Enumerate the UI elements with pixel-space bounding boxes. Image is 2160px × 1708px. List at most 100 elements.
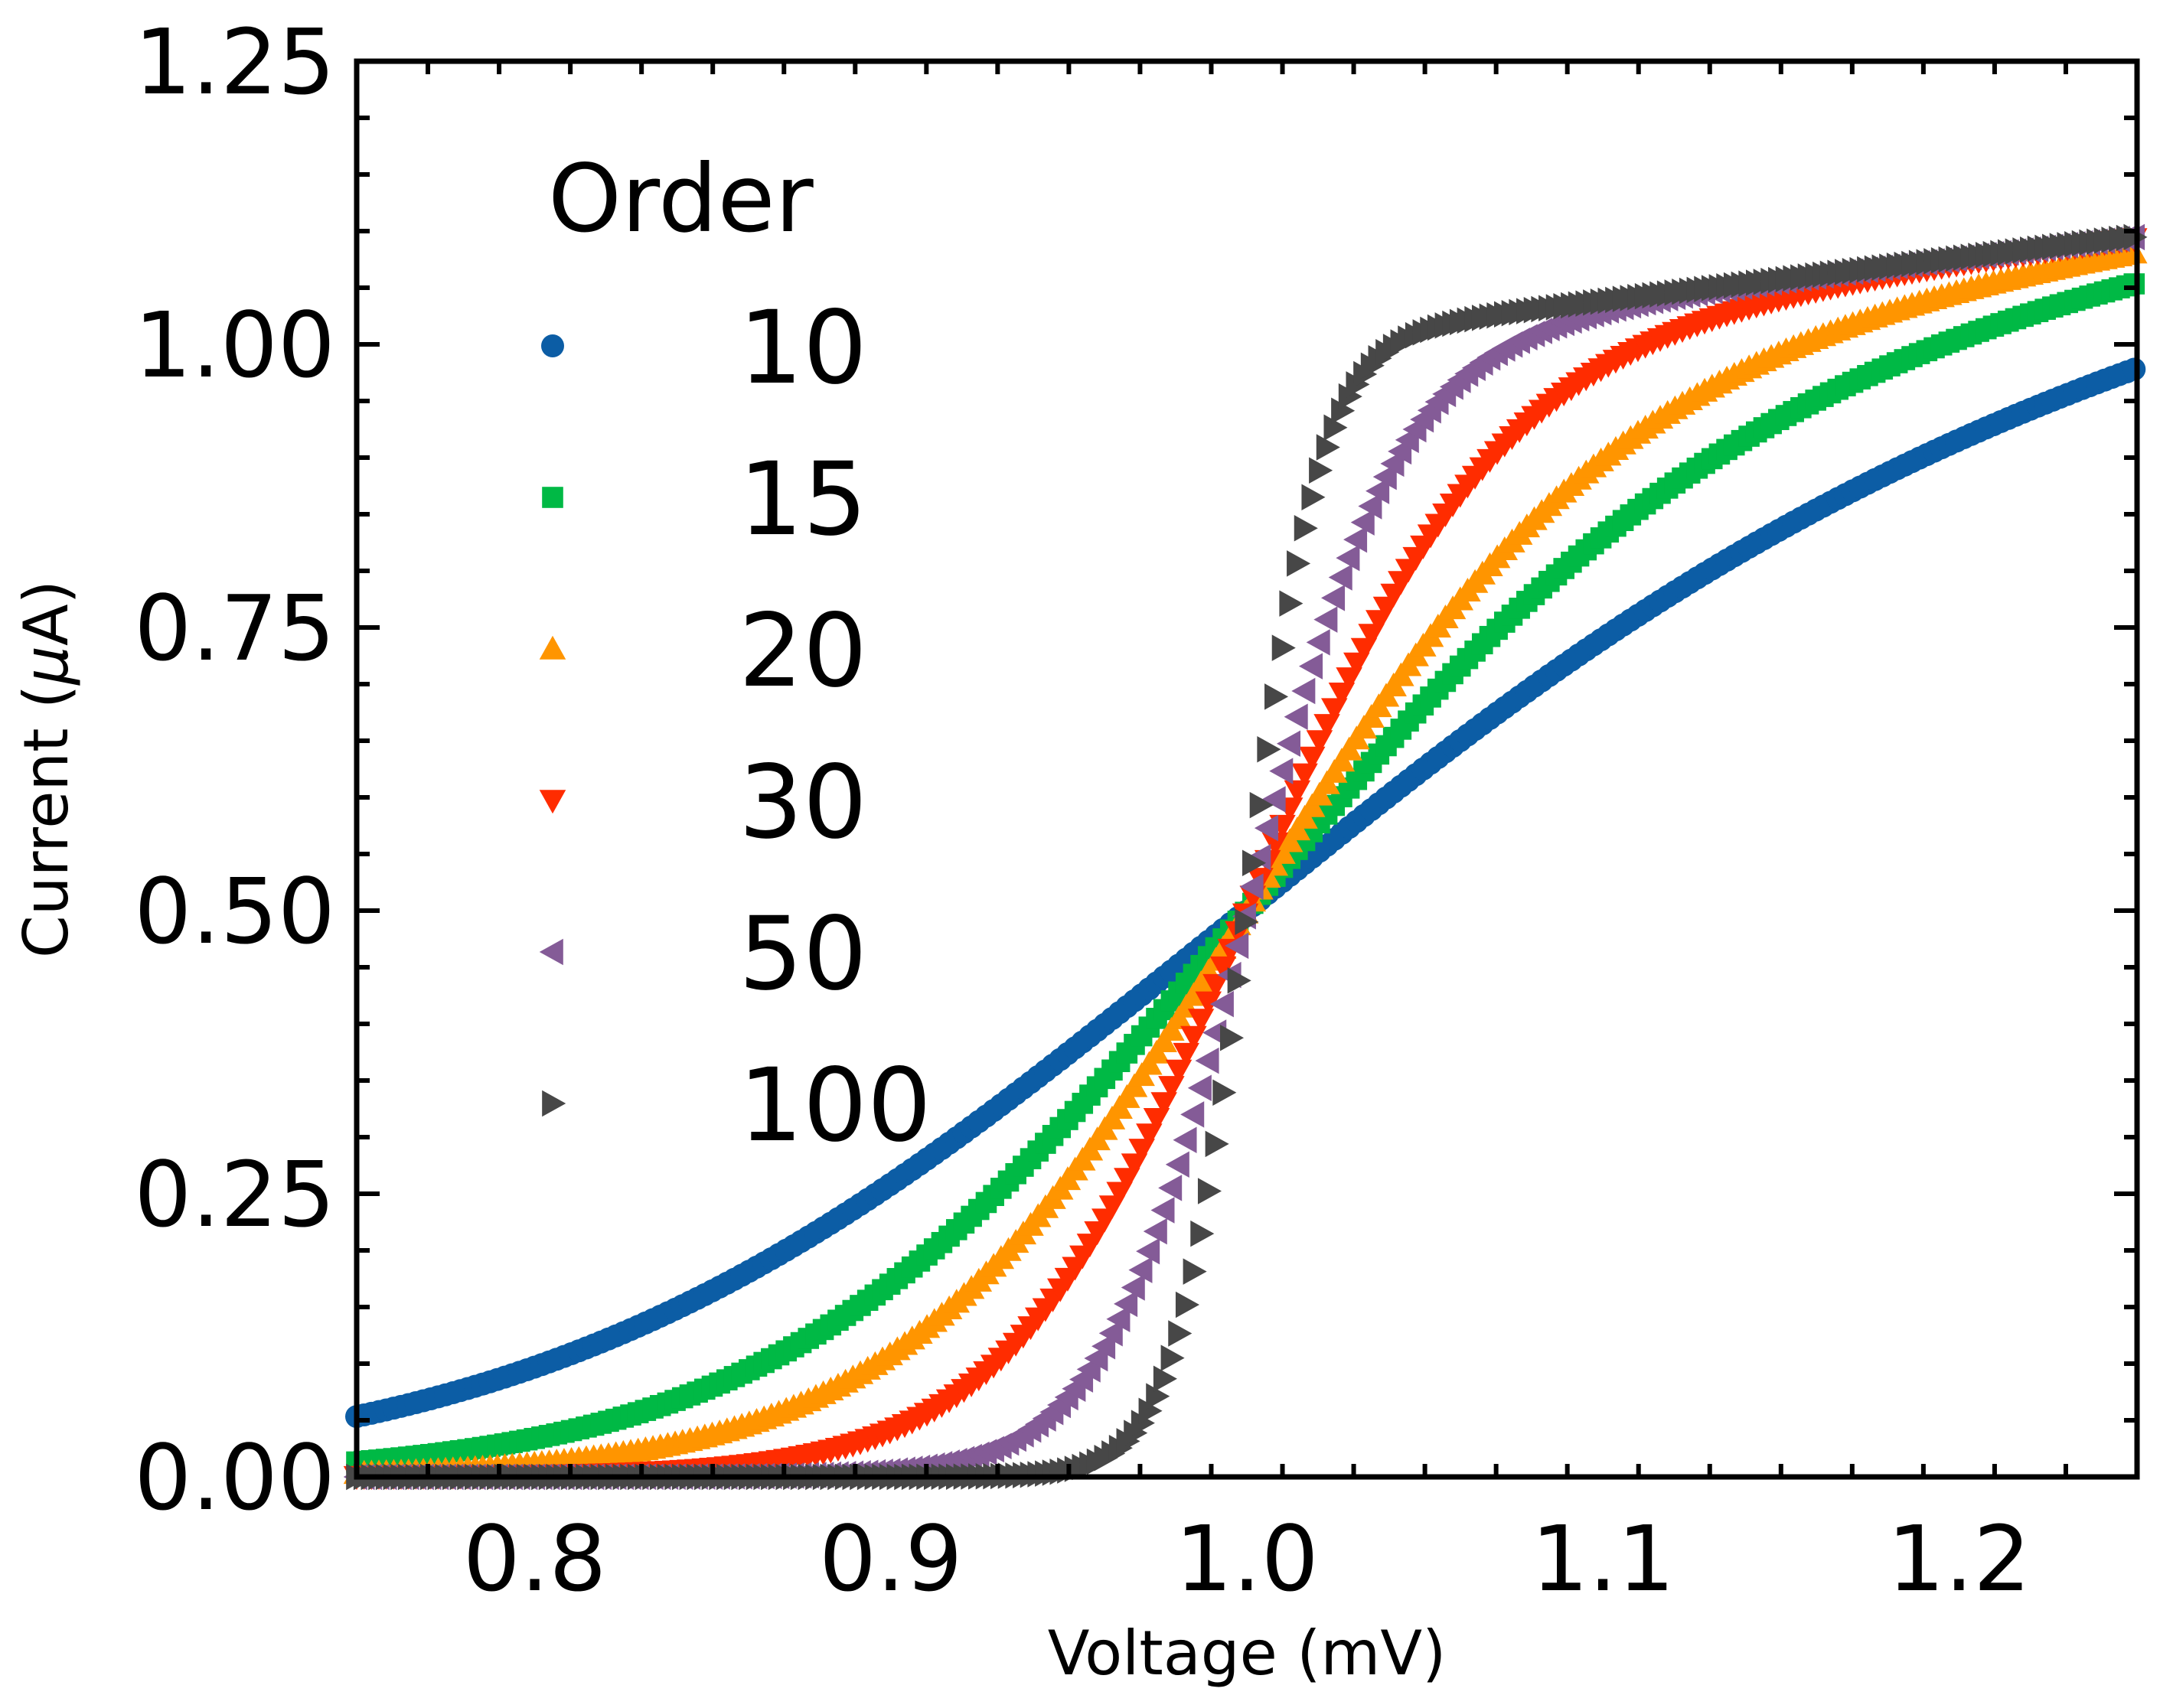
data-point bbox=[1249, 791, 1274, 819]
legend-marker-20 bbox=[539, 635, 566, 660]
data-point bbox=[1331, 397, 1356, 424]
data-point bbox=[1306, 629, 1330, 656]
axis-ticks bbox=[357, 61, 2137, 1477]
data-point bbox=[1197, 1178, 1222, 1204]
data-point bbox=[1209, 956, 1237, 980]
data-point bbox=[1301, 484, 1326, 511]
legend-label-20: 20 bbox=[739, 592, 867, 710]
y-axis-label: Current (μA) bbox=[11, 580, 82, 958]
data-point bbox=[1261, 786, 1286, 813]
data-point bbox=[1284, 780, 1311, 804]
data-point bbox=[1136, 1237, 1160, 1265]
data-point bbox=[1146, 1383, 1170, 1410]
data-point bbox=[1131, 1410, 1155, 1436]
y-tick-label: 0.00 bbox=[134, 1425, 335, 1530]
data-point bbox=[1242, 849, 1267, 877]
legend-marker-15 bbox=[542, 487, 563, 508]
data-point bbox=[1187, 1074, 1212, 1102]
data-point bbox=[1257, 735, 1281, 763]
data-point bbox=[1219, 1024, 1245, 1051]
data-point bbox=[1202, 973, 1229, 998]
data-point bbox=[1284, 703, 1308, 731]
data-point bbox=[1269, 758, 1294, 784]
data-point bbox=[1173, 1042, 1199, 1067]
data-point bbox=[1323, 414, 1348, 441]
legend-marker-30 bbox=[539, 790, 566, 814]
y-tick-label: 0.25 bbox=[134, 1142, 335, 1247]
legend-label-15: 15 bbox=[739, 441, 867, 559]
data-point bbox=[1276, 730, 1300, 757]
data-point bbox=[1287, 550, 1311, 577]
data-point bbox=[1225, 932, 1249, 960]
data-point bbox=[1350, 509, 1375, 536]
data-point bbox=[1168, 1320, 1193, 1347]
legend-label-30: 30 bbox=[739, 744, 867, 862]
y-axis-label-tail: A) bbox=[11, 580, 82, 646]
data-point bbox=[1183, 1258, 1207, 1285]
data-point bbox=[1150, 1197, 1175, 1224]
series-100 bbox=[346, 223, 2148, 1491]
data-point bbox=[1298, 746, 1326, 771]
y-axis-label-mu: μ bbox=[11, 646, 82, 686]
data-point bbox=[1114, 1290, 1138, 1318]
x-tick-label: 1.1 bbox=[1531, 1506, 1675, 1612]
data-point bbox=[1235, 908, 1259, 936]
series-15 bbox=[346, 273, 2145, 1473]
data-point bbox=[1336, 544, 1360, 572]
data-point bbox=[1209, 990, 1234, 1018]
legend: Order 10 15 20 30 50 100 bbox=[539, 145, 932, 1165]
x-axis-label: Voltage (mV) bbox=[1048, 1618, 1447, 1689]
data-point bbox=[1187, 1009, 1215, 1033]
data-point bbox=[1165, 1151, 1189, 1178]
data-point bbox=[1291, 677, 1316, 705]
data-point bbox=[1239, 873, 1264, 900]
data-point bbox=[1165, 1059, 1193, 1084]
y-tick-labels: 0.00 0.25 0.50 0.75 1.00 1.25 bbox=[134, 9, 335, 1530]
data-point bbox=[1173, 1126, 1197, 1153]
data-point bbox=[1328, 564, 1352, 591]
legend-marker-10 bbox=[541, 334, 564, 357]
data-point bbox=[1212, 1079, 1237, 1107]
data-point bbox=[1291, 763, 1318, 787]
data-point bbox=[1158, 1175, 1183, 1201]
data-point bbox=[1195, 1047, 1219, 1074]
data-point bbox=[1254, 814, 1278, 842]
data-point bbox=[1153, 1365, 1177, 1393]
data-point bbox=[1343, 526, 1368, 553]
x-tick-label: 1.0 bbox=[1175, 1506, 1319, 1612]
y-tick-label: 1.25 bbox=[134, 9, 335, 115]
data-point bbox=[1264, 683, 1289, 710]
x-tick-labels: 0.8 0.9 1.0 1.1 1.2 bbox=[463, 1506, 2031, 1612]
legend-marker-50 bbox=[539, 938, 563, 966]
data-point bbox=[1313, 606, 1338, 633]
data-point bbox=[1098, 1319, 1123, 1347]
y-tick-label: 1.00 bbox=[134, 292, 335, 398]
data-point bbox=[1358, 493, 1382, 520]
data-point bbox=[1106, 1305, 1131, 1333]
data-point bbox=[1175, 1291, 1199, 1318]
data-point bbox=[1143, 1217, 1167, 1245]
legend-label-10: 10 bbox=[739, 289, 867, 407]
data-point bbox=[1180, 1025, 1207, 1050]
data-marks bbox=[343, 223, 2148, 1491]
data-point bbox=[1298, 653, 1323, 680]
data-point bbox=[1205, 1130, 1229, 1158]
data-point bbox=[1271, 634, 1296, 661]
data-point bbox=[1227, 967, 1251, 994]
data-point bbox=[1279, 590, 1304, 617]
data-point bbox=[2123, 273, 2145, 295]
data-point bbox=[1138, 1397, 1163, 1424]
legend-marker-100 bbox=[542, 1090, 566, 1117]
data-point bbox=[1309, 457, 1333, 484]
data-point bbox=[1180, 1101, 1205, 1128]
data-point bbox=[1261, 832, 1289, 856]
data-point bbox=[1160, 1345, 1185, 1371]
data-point bbox=[1158, 1076, 1185, 1100]
data-point bbox=[1190, 1220, 1215, 1247]
x-tick-label: 0.9 bbox=[819, 1506, 963, 1612]
data-point bbox=[2122, 357, 2146, 381]
legend-label-100: 100 bbox=[739, 1047, 932, 1165]
data-point bbox=[1121, 1274, 1145, 1301]
data-point bbox=[1091, 1332, 1116, 1360]
